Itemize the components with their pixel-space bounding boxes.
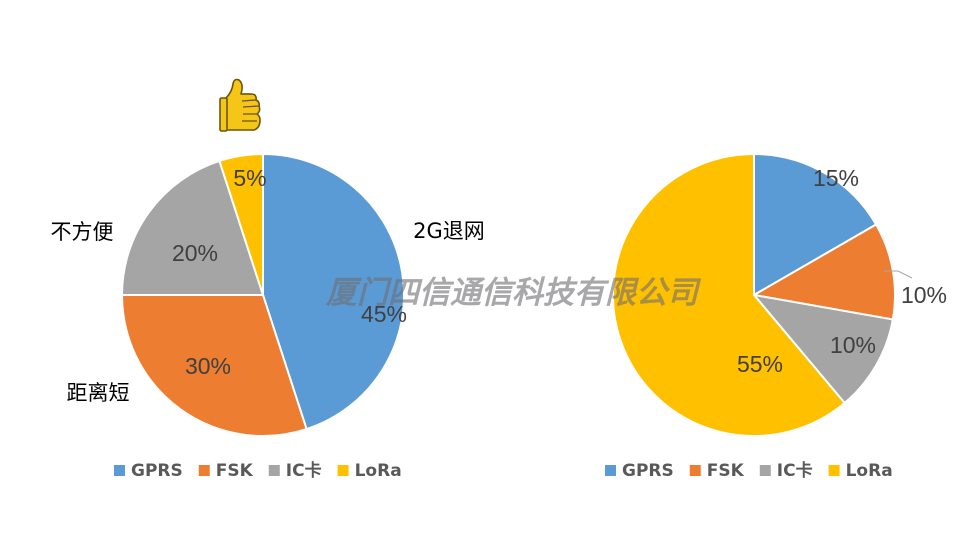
pie-slice-fsk <box>120 294 308 437</box>
annotation-label: 距离短 <box>67 381 130 405</box>
legend-label: IC卡 <box>777 460 813 481</box>
data-label: 55% <box>737 351 783 377</box>
legend-label: IC卡 <box>286 460 322 481</box>
thumbs-up-icon <box>219 78 261 132</box>
data-label: 45% <box>361 301 407 327</box>
pie-chart-right: 15% 10% 10% 55% GPRS FSK IC卡 LoRa <box>605 152 947 481</box>
pie-slice-lora <box>612 152 847 437</box>
data-label: 15% <box>813 165 859 191</box>
annotation-label: 不方便 <box>51 220 114 244</box>
pie-slice-ic <box>751 293 895 405</box>
legend-label: FSK <box>707 461 745 481</box>
watermark-text: 厦门四信通信科技有限公司 <box>325 275 702 311</box>
data-label: 10% <box>830 332 876 358</box>
leader-line <box>884 270 913 279</box>
legend-swatch <box>198 465 210 476</box>
legend-swatch <box>689 465 701 476</box>
legend-swatch <box>605 465 616 476</box>
legend-label: LoRa <box>846 461 893 481</box>
data-label: 5% <box>233 165 266 191</box>
legend-label: GPRS <box>622 461 674 481</box>
data-label: 10% <box>901 282 947 308</box>
pie-slice-lora <box>218 152 264 296</box>
data-label: 20% <box>172 240 218 266</box>
legend-label: FSK <box>216 461 254 481</box>
legend-swatch <box>268 465 280 476</box>
pie-slice-gprs <box>262 152 405 431</box>
data-label: 30% <box>185 353 231 379</box>
legend-swatch <box>337 465 349 476</box>
legend-swatch <box>759 465 771 476</box>
legend-swatch <box>828 465 840 476</box>
pie-slice-gprs <box>753 152 878 297</box>
annotation-label: 2G退网 <box>413 219 485 243</box>
legend-label: GPRS <box>131 461 183 481</box>
pie-slice-ic <box>120 159 265 296</box>
legend-label: LoRa <box>355 461 402 481</box>
legend-swatch <box>114 465 125 476</box>
